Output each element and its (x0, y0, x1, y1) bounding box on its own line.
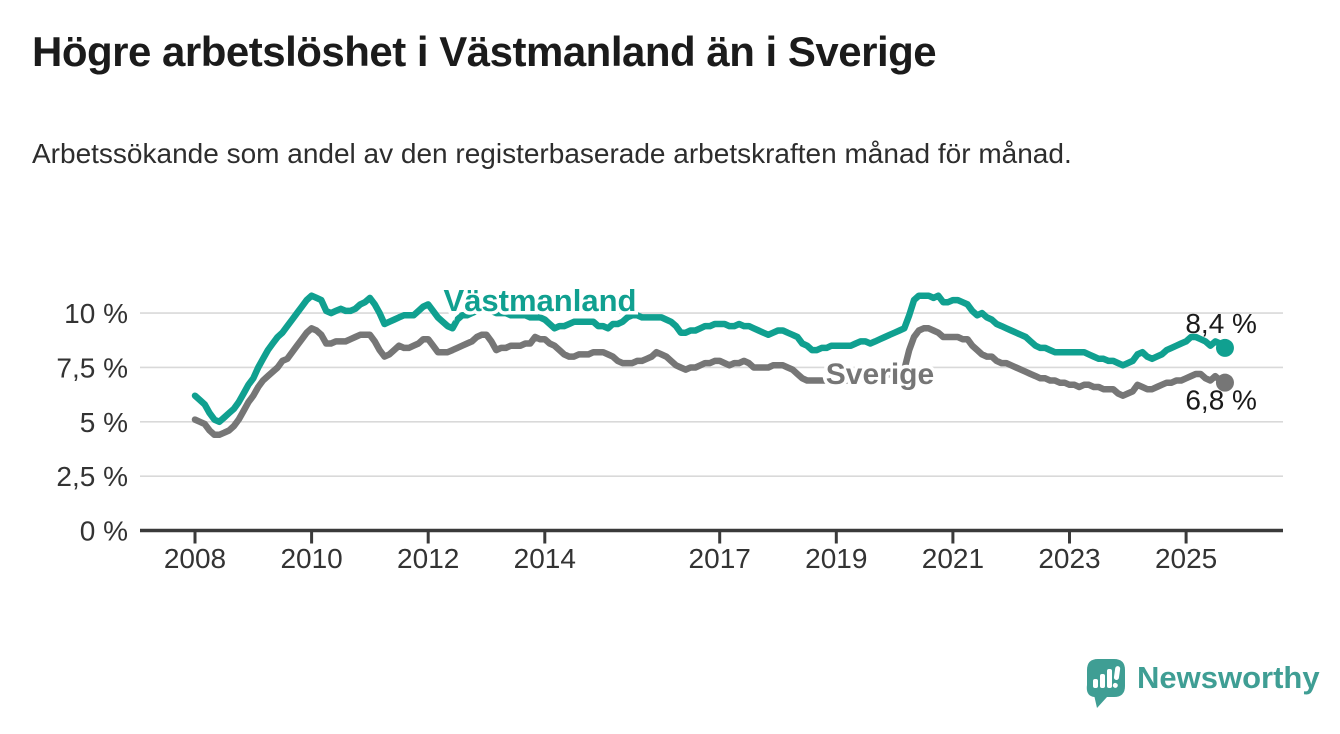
chart-title: Högre arbetslöshet i Västmanland än i Sv… (32, 28, 937, 75)
newsworthy-logo: Newsworthy (1086, 658, 1320, 709)
x-tick-label: 2017 (689, 543, 751, 574)
x-tick-label: 2010 (280, 543, 342, 574)
exclamation-glyph (1112, 666, 1121, 688)
gridlines (140, 312, 1283, 477)
series-line-0 (191, 292, 1229, 426)
y-tick-label: 2,5 % (56, 461, 128, 492)
x-tick-label: 2008 (164, 543, 226, 574)
x-tick-label: 2025 (1155, 543, 1217, 574)
newsworthy-logo-icon (1086, 659, 1125, 708)
series-end-dot-0 (1215, 338, 1234, 357)
y-tick-label: 5 % (80, 407, 128, 438)
x-tick-label: 2023 (1038, 543, 1100, 574)
x-tick-label: 2021 (922, 543, 984, 574)
series-name-label-0: Västmanland (444, 283, 637, 318)
axes: 0 % 2,5 % 5 % 7,5 % 10 % 2008 2010 2012 2014 2017… (56, 298, 1283, 574)
newsworthy-wordmark: Newsworthy (1137, 660, 1320, 695)
x-tick-label: 2014 (514, 543, 576, 574)
series-end-value-label-0: 8,4 % (1185, 308, 1257, 339)
series-line-1 (191, 325, 1229, 439)
speech-bubble-shape (1086, 659, 1125, 708)
bar-chart-glyph (1093, 666, 1121, 688)
series-end-dot-1 (1215, 373, 1234, 392)
series-name-label-1: Sverige (826, 358, 934, 391)
y-tick-label: 10 % (64, 298, 128, 329)
chart-subtitle: Arbetssökande som andel av den registerb… (32, 138, 1072, 169)
y-tick-label: 0 % (80, 516, 128, 547)
x-tick-label: 2019 (805, 543, 867, 574)
y-tick-label: 7,5 % (56, 352, 128, 383)
series-end-value-label-1: 6,8 % (1185, 385, 1257, 416)
chart-labels: Västmanland 8,4 % Sverige 6,8 % (440, 280, 1257, 416)
data-series (191, 292, 1234, 439)
x-tick-label: 2012 (397, 543, 459, 574)
